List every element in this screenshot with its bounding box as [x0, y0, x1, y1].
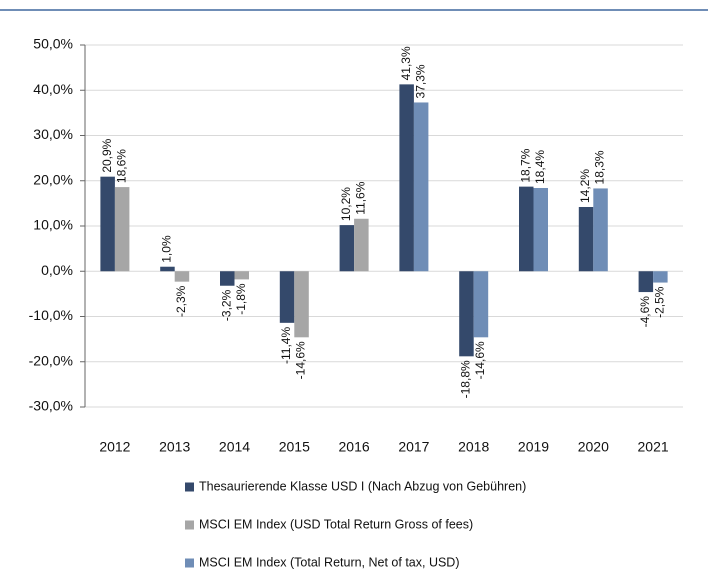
- value-label: 18,3%: [593, 150, 607, 184]
- y-tick-label: -10,0%: [29, 307, 73, 323]
- y-tick-label: 40,0%: [33, 81, 73, 97]
- value-label: -14,6%: [294, 341, 308, 379]
- bar: [294, 271, 309, 338]
- value-label: 18,4%: [533, 150, 547, 184]
- bar: [279, 271, 295, 323]
- bar: [174, 271, 190, 282]
- x-tick-label: 2017: [398, 439, 429, 455]
- legend-swatch: [185, 558, 194, 568]
- y-tick-label: 30,0%: [33, 126, 73, 142]
- y-tick-label: 20,0%: [33, 171, 73, 187]
- value-label: 20,9%: [100, 138, 114, 172]
- x-tick-label: 2021: [638, 439, 669, 455]
- x-tick-label: 2013: [159, 439, 190, 455]
- bar: [339, 225, 355, 272]
- value-label: -1,8%: [234, 283, 248, 315]
- bar: [114, 187, 130, 272]
- bar: [234, 271, 249, 280]
- bar: [220, 271, 235, 286]
- y-tick-label: -30,0%: [29, 398, 73, 414]
- x-tick-label: 2015: [279, 439, 310, 455]
- value-label: 1,0%: [160, 235, 174, 263]
- value-label: -3,2%: [219, 289, 233, 321]
- bar: [160, 266, 175, 272]
- y-tick-label: 10,0%: [33, 217, 73, 233]
- bar: [533, 187, 548, 272]
- x-tick-label: 2014: [219, 439, 250, 455]
- value-label: -4,6%: [638, 296, 652, 328]
- y-tick-label: 0,0%: [41, 262, 73, 278]
- bar: [354, 218, 369, 272]
- x-tick-label: 2020: [578, 439, 609, 455]
- value-label: -2,5%: [653, 286, 667, 318]
- value-label: 18,6%: [114, 149, 128, 183]
- bar: [578, 206, 594, 272]
- value-label: -2,3%: [174, 285, 188, 317]
- legend-label: MSCI EM Index (Total Return, Net of tax,…: [199, 555, 460, 569]
- x-tick-label: 2016: [339, 439, 370, 455]
- legend-swatch: [185, 482, 194, 492]
- legend-swatch: [185, 520, 194, 530]
- value-label: -14,6%: [473, 341, 487, 379]
- legend-label: Thesaurierende Klasse USD I (Nach Abzug …: [199, 479, 526, 493]
- legend-label: MSCI EM Index (USD Total Return Gross of…: [199, 517, 473, 531]
- y-tick-label: -20,0%: [29, 352, 73, 368]
- value-label: 18,7%: [518, 148, 532, 182]
- bar: [473, 271, 489, 338]
- value-label: 41,3%: [399, 46, 413, 80]
- x-tick-label: 2019: [518, 439, 549, 455]
- bar: [593, 188, 608, 272]
- bar: [413, 102, 429, 272]
- value-label: 37,3%: [413, 64, 427, 98]
- x-tick-label: 2012: [99, 439, 130, 455]
- value-label: 14,2%: [578, 169, 592, 203]
- bar: [459, 271, 474, 357]
- value-label: -11,4%: [279, 327, 293, 364]
- value-label: 11,6%: [354, 181, 368, 214]
- bar: [399, 84, 414, 272]
- value-label: -18,8%: [459, 360, 473, 398]
- bar: [653, 271, 668, 283]
- bar: [519, 186, 534, 272]
- x-tick-label: 2018: [458, 439, 489, 455]
- bar: [100, 176, 115, 272]
- bar: [638, 271, 654, 293]
- y-tick-label: 50,0%: [33, 36, 73, 52]
- value-label: 10,2%: [339, 187, 353, 221]
